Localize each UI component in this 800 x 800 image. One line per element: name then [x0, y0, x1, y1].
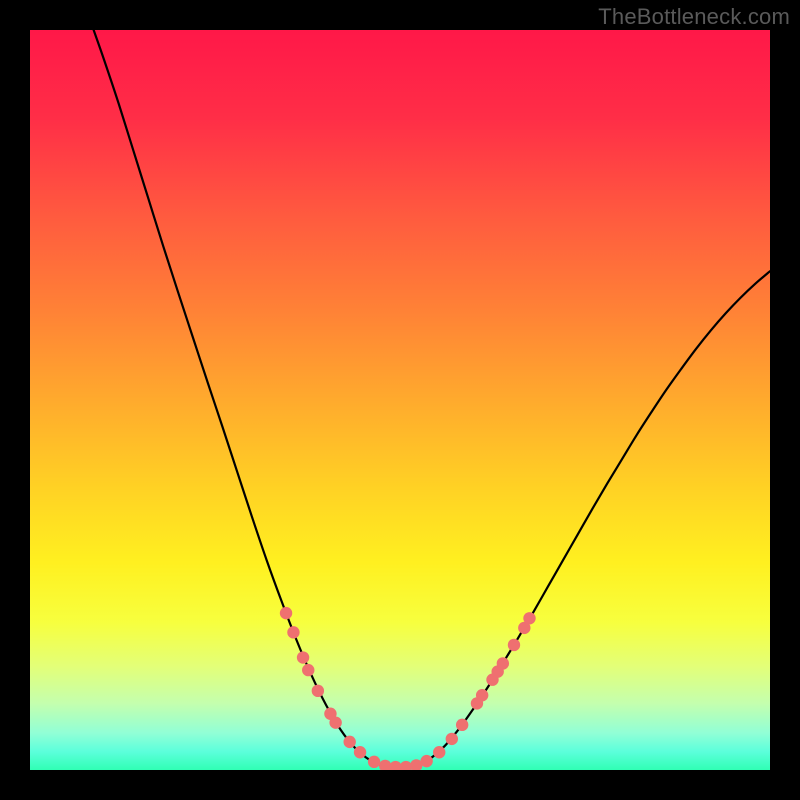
curve-marker: [420, 755, 432, 767]
curve-marker: [476, 689, 488, 701]
curve-marker: [287, 626, 299, 638]
watermark-label: TheBottleneck.com: [598, 4, 790, 30]
curve-marker: [280, 607, 292, 619]
curve-marker: [523, 612, 535, 624]
curve-marker: [433, 746, 445, 758]
curve-marker: [456, 719, 468, 731]
curve-marker: [329, 716, 341, 728]
curve-marker: [297, 651, 309, 663]
curve-marker: [368, 756, 380, 768]
curve-marker: [446, 733, 458, 745]
curve-marker: [343, 736, 355, 748]
chart-container: TheBottleneck.com: [0, 0, 800, 800]
curve-marker: [302, 664, 314, 676]
curve-marker: [497, 657, 509, 669]
curve-marker: [312, 685, 324, 697]
curve-marker: [508, 639, 520, 651]
bottleneck-curve-chart: [0, 0, 800, 800]
curve-marker: [354, 746, 366, 758]
